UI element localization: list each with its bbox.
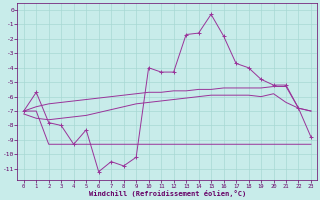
X-axis label: Windchill (Refroidissement éolien,°C): Windchill (Refroidissement éolien,°C) <box>89 190 246 197</box>
